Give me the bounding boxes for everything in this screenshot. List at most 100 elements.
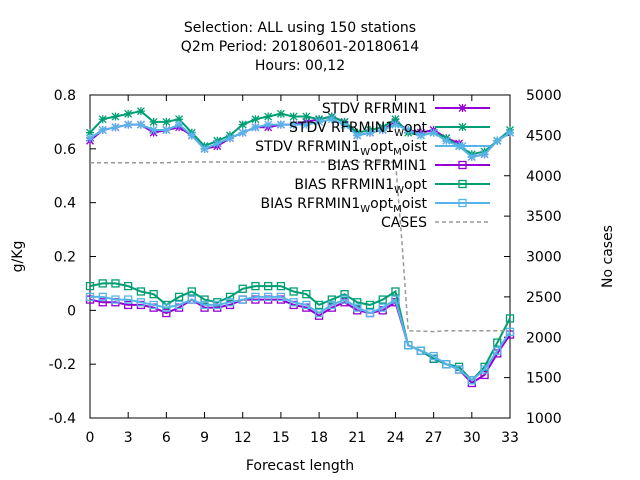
data-point xyxy=(225,292,235,302)
data-point xyxy=(238,120,247,129)
x-tick-label: 33 xyxy=(501,430,519,446)
data-point xyxy=(98,115,107,124)
data-point xyxy=(149,125,158,134)
data-point xyxy=(213,300,222,310)
y2-tick-label: 1500 xyxy=(526,371,562,387)
series-line xyxy=(90,295,511,382)
series xyxy=(85,279,515,385)
data-point xyxy=(365,308,375,318)
y-tick-label: 0.6 xyxy=(54,142,76,158)
data-point xyxy=(404,341,413,350)
data-point xyxy=(85,292,95,302)
data-point xyxy=(187,295,196,304)
data-point xyxy=(327,115,336,124)
x-tick-label: 27 xyxy=(425,430,443,446)
data-point xyxy=(200,144,209,153)
y2-tick-label: 1000 xyxy=(526,411,562,427)
y2-tick-label: 2000 xyxy=(526,330,562,346)
series xyxy=(85,292,515,385)
data-point xyxy=(225,298,235,307)
data-point xyxy=(302,112,311,121)
data-point xyxy=(175,120,184,129)
data-point xyxy=(467,152,476,161)
data-point xyxy=(429,351,438,361)
data-point xyxy=(458,104,467,112)
data-point xyxy=(162,303,171,312)
data-point xyxy=(111,279,120,288)
data-point xyxy=(391,287,400,296)
data-point xyxy=(340,120,349,129)
chart-title-line: Selection: ALL using 150 stations xyxy=(184,20,416,36)
x-tick-label: 6 xyxy=(162,430,171,446)
data-point xyxy=(86,128,94,137)
x-tick-label: 15 xyxy=(272,430,290,446)
data-point xyxy=(505,327,515,337)
data-point xyxy=(238,295,247,304)
x-tick-label: 12 xyxy=(234,430,252,446)
x-tick-label: 3 xyxy=(124,430,133,446)
y-tick-label: -0.2 xyxy=(49,357,76,373)
data-point xyxy=(289,112,298,121)
data-point xyxy=(149,300,158,310)
data-point xyxy=(111,123,120,132)
legend-label: CASES xyxy=(381,215,427,231)
data-point xyxy=(442,360,451,369)
data-point xyxy=(136,287,146,296)
x-tick-label: 30 xyxy=(463,430,481,446)
series xyxy=(90,161,510,333)
data-point xyxy=(98,292,107,302)
data-point xyxy=(480,150,489,159)
data-point xyxy=(200,295,209,304)
data-point xyxy=(124,120,133,129)
data-point xyxy=(98,279,107,288)
data-point xyxy=(264,120,273,129)
data-point xyxy=(480,365,489,374)
data-point xyxy=(174,300,184,310)
series-line xyxy=(89,118,511,158)
data-point xyxy=(340,290,349,299)
data-point xyxy=(378,125,387,134)
data-point xyxy=(353,131,362,140)
data-point xyxy=(365,300,375,310)
data-point xyxy=(493,346,502,355)
legend-label: BIAS RFRMIN1 xyxy=(327,158,427,174)
data-point xyxy=(98,125,107,134)
data-point xyxy=(264,292,273,302)
data-point xyxy=(124,295,133,304)
data-point xyxy=(314,308,324,318)
series-line xyxy=(90,161,510,333)
data-point xyxy=(391,120,400,129)
data-point xyxy=(162,308,171,318)
data-point xyxy=(136,107,145,116)
data-point xyxy=(111,295,120,304)
x-tick-label: 18 xyxy=(310,430,328,446)
data-point xyxy=(264,112,273,121)
data-point xyxy=(124,300,133,310)
data-point xyxy=(200,300,209,310)
y2-tick-label: 4500 xyxy=(526,128,562,144)
y2-tick-label: 5000 xyxy=(526,88,562,104)
data-point xyxy=(276,109,285,118)
data-point xyxy=(327,295,336,304)
data-point xyxy=(187,131,196,140)
data-point xyxy=(458,160,467,170)
y-tick-label: -0.4 xyxy=(49,411,76,427)
data-point xyxy=(124,281,133,291)
data-point xyxy=(251,281,260,291)
data-point xyxy=(175,115,184,124)
data-point xyxy=(302,120,311,129)
data-point xyxy=(162,125,171,134)
data-point xyxy=(111,112,120,121)
legend-label: BIAS RFRMIN1WoptMoist xyxy=(261,196,428,215)
data-point xyxy=(353,298,362,307)
y2-tick-label: 3500 xyxy=(526,209,562,225)
data-point xyxy=(340,295,349,304)
data-point xyxy=(289,298,298,307)
y-tick-label: 0 xyxy=(67,303,76,319)
data-point xyxy=(327,300,336,310)
data-point xyxy=(302,300,311,310)
data-point xyxy=(124,109,133,118)
data-point xyxy=(442,136,451,145)
data-point xyxy=(391,295,400,304)
data-point xyxy=(276,120,285,129)
